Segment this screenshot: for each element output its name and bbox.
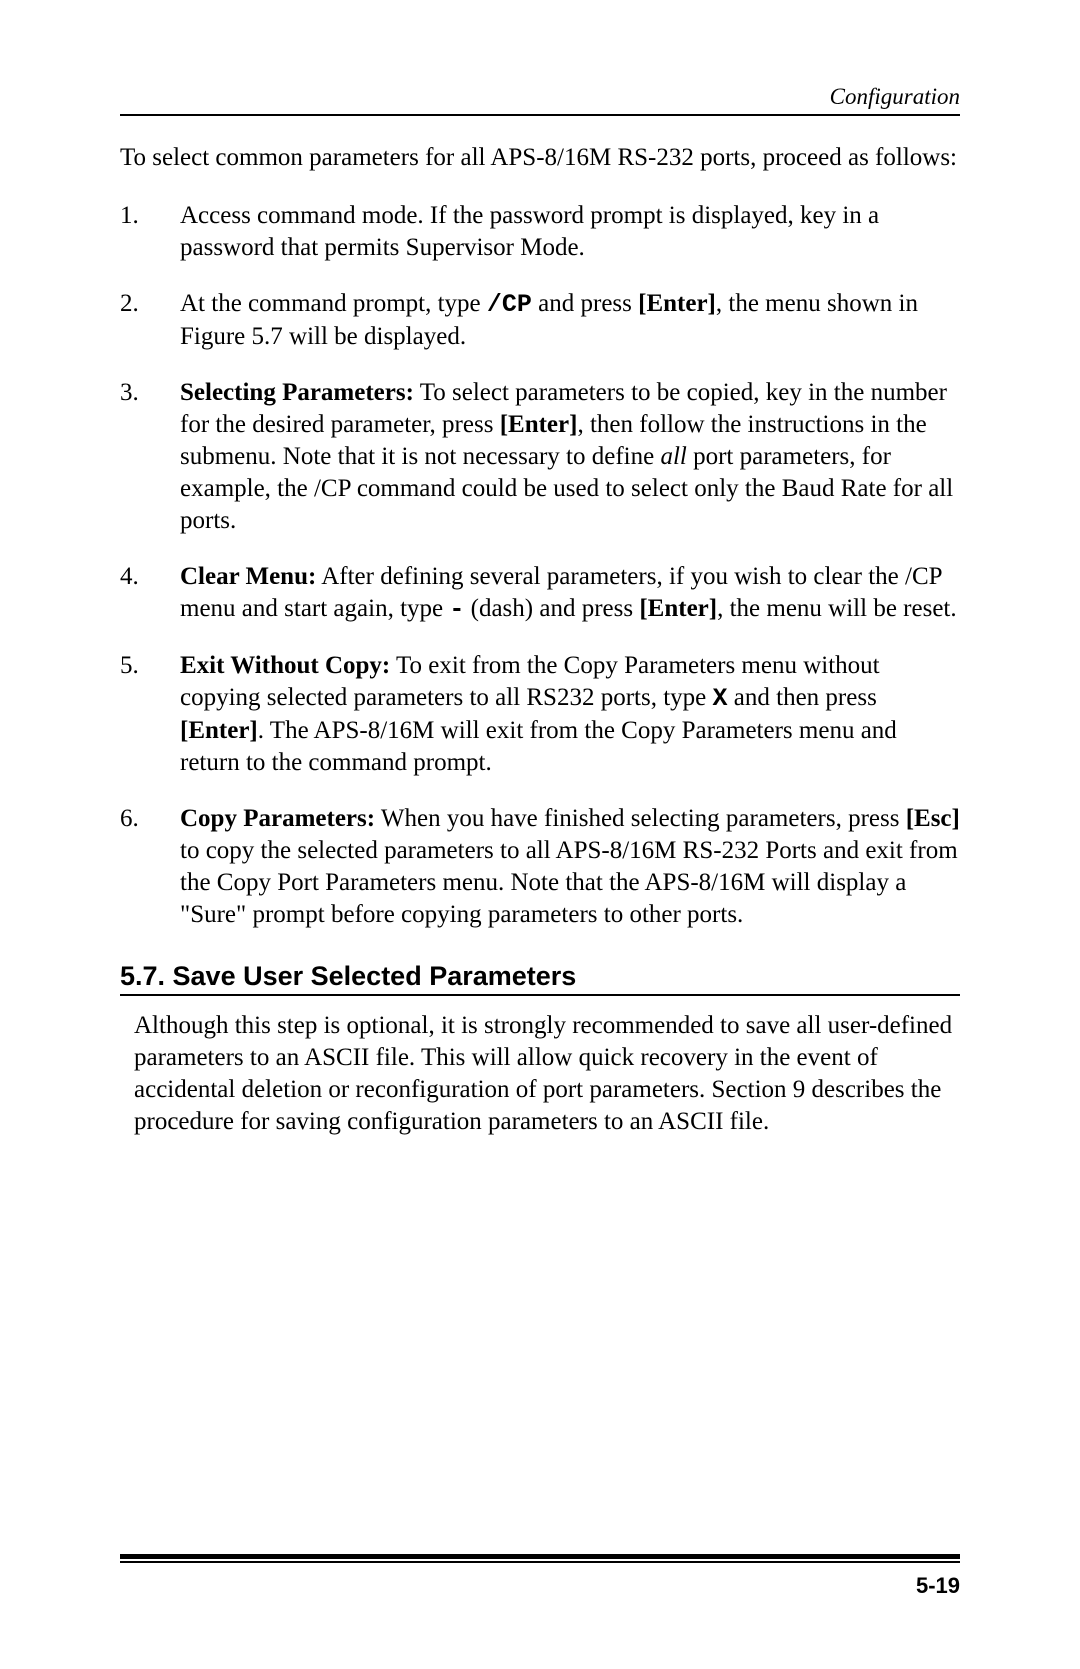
page-footer: 5-19	[120, 1554, 960, 1599]
step-4-text-b: (dash) and press	[464, 595, 639, 622]
step-6-key: [Esc]	[906, 805, 960, 832]
step-2-command: /CP	[487, 290, 532, 319]
step-2-text-a: At the command prompt, type	[180, 290, 487, 317]
section-rule	[120, 994, 960, 996]
step-3-key: [Enter]	[500, 411, 578, 438]
step-6: Copy Parameters: When you have finished …	[120, 803, 960, 931]
step-1-text: Access command mode. If the password pro…	[180, 202, 879, 261]
header-rule	[120, 114, 960, 116]
step-2-text-b: and press	[532, 290, 638, 317]
step-4-text-c: , the menu will be reset.	[717, 595, 957, 622]
step-4-title: Clear Menu:	[180, 563, 316, 590]
step-5-text-b: and then press	[728, 684, 877, 711]
step-4-key: [Enter]	[639, 595, 717, 622]
step-1: Access command mode. If the password pro…	[120, 200, 960, 264]
step-4-dash: -	[449, 595, 464, 624]
step-3-all: all	[660, 443, 686, 470]
step-6-text-b: to copy the selected parameters to all A…	[180, 837, 958, 928]
step-5-x: X	[713, 684, 728, 713]
steps-list: Access command mode. If the password pro…	[120, 200, 960, 931]
step-2: At the command prompt, type /CP and pres…	[120, 288, 960, 353]
step-6-text-a: When you have finished selecting paramet…	[375, 805, 906, 832]
step-5-key: [Enter]	[180, 717, 258, 744]
step-5-text-c: . The APS-8/16M will exit from the Copy …	[180, 717, 897, 776]
footer-rule-thin	[120, 1561, 960, 1563]
step-2-key: [Enter]	[638, 290, 716, 317]
footer-rule-thick	[120, 1554, 960, 1559]
step-3-title: Selecting Parameters:	[180, 379, 414, 406]
header-section-label: Configuration	[120, 84, 960, 110]
section-body: Although this step is optional, it is st…	[120, 1010, 960, 1138]
page-number: 5-19	[120, 1573, 960, 1599]
step-4: Clear Menu: After defining several param…	[120, 561, 960, 626]
section-heading: 5.7. Save User Selected Parameters	[120, 961, 960, 992]
intro-paragraph: To select common parameters for all APS-…	[120, 142, 960, 174]
step-5-title: Exit Without Copy:	[180, 652, 390, 679]
step-3: Selecting Parameters: To select paramete…	[120, 377, 960, 537]
step-6-title: Copy Parameters:	[180, 805, 375, 832]
step-5: Exit Without Copy: To exit from the Copy…	[120, 650, 960, 779]
